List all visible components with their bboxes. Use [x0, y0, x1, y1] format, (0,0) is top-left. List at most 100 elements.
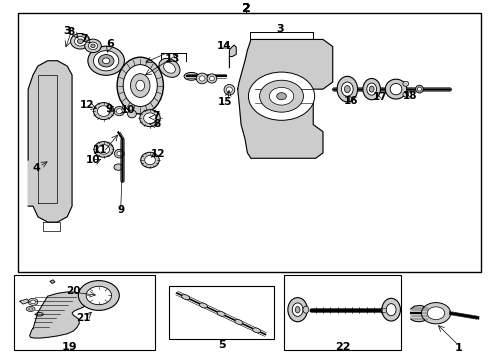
Polygon shape — [20, 299, 30, 304]
Ellipse shape — [184, 72, 199, 80]
Ellipse shape — [337, 76, 358, 102]
Text: 4: 4 — [32, 163, 40, 173]
Circle shape — [270, 87, 294, 105]
Polygon shape — [229, 45, 236, 68]
Text: 19: 19 — [62, 342, 77, 352]
Ellipse shape — [369, 86, 374, 92]
Polygon shape — [238, 40, 333, 158]
Bar — [14, 275, 155, 350]
Text: 11: 11 — [93, 145, 107, 156]
Ellipse shape — [295, 306, 300, 313]
Ellipse shape — [303, 306, 309, 313]
Ellipse shape — [136, 80, 145, 91]
Ellipse shape — [386, 303, 396, 316]
Bar — [284, 275, 401, 350]
Polygon shape — [30, 292, 88, 338]
Ellipse shape — [140, 110, 160, 127]
Ellipse shape — [98, 145, 110, 154]
Ellipse shape — [127, 110, 136, 118]
Polygon shape — [28, 61, 72, 222]
Text: 17: 17 — [373, 92, 388, 102]
Text: 8: 8 — [68, 27, 74, 37]
Text: 22: 22 — [335, 342, 350, 352]
Text: 2: 2 — [242, 3, 250, 15]
Bar — [19, 13, 481, 272]
Ellipse shape — [385, 79, 407, 99]
Ellipse shape — [209, 76, 214, 81]
Ellipse shape — [226, 87, 232, 93]
Ellipse shape — [141, 152, 159, 168]
Text: 9: 9 — [106, 104, 113, 114]
Ellipse shape — [403, 92, 409, 97]
Ellipse shape — [199, 303, 207, 308]
Circle shape — [260, 80, 303, 112]
Text: 2: 2 — [242, 3, 250, 15]
Ellipse shape — [26, 306, 35, 311]
Text: 21: 21 — [76, 313, 91, 323]
Ellipse shape — [182, 295, 190, 300]
Circle shape — [421, 303, 451, 324]
Ellipse shape — [288, 298, 307, 322]
Ellipse shape — [130, 74, 150, 98]
Ellipse shape — [94, 103, 114, 120]
Text: 5: 5 — [218, 340, 225, 350]
Ellipse shape — [390, 84, 402, 95]
Text: 9: 9 — [117, 206, 124, 215]
Text: 8: 8 — [154, 118, 161, 129]
Polygon shape — [411, 305, 429, 322]
Ellipse shape — [98, 54, 114, 67]
Ellipse shape — [292, 303, 303, 316]
Ellipse shape — [74, 36, 86, 46]
Circle shape — [28, 298, 38, 305]
Circle shape — [277, 93, 287, 100]
Ellipse shape — [164, 62, 175, 73]
Circle shape — [78, 280, 119, 310]
Text: 15: 15 — [218, 97, 233, 107]
Text: 3: 3 — [276, 24, 284, 34]
Ellipse shape — [342, 82, 353, 96]
Text: 12: 12 — [79, 100, 94, 111]
Ellipse shape — [367, 83, 376, 95]
Ellipse shape — [196, 73, 208, 84]
Ellipse shape — [77, 39, 83, 44]
Ellipse shape — [403, 81, 409, 86]
Text: 14: 14 — [217, 41, 232, 51]
Ellipse shape — [123, 65, 157, 107]
Ellipse shape — [71, 33, 90, 49]
Ellipse shape — [145, 156, 155, 165]
Text: 16: 16 — [344, 96, 359, 106]
Ellipse shape — [29, 308, 32, 310]
Ellipse shape — [159, 58, 180, 77]
Text: 10: 10 — [121, 105, 135, 116]
Text: 7: 7 — [153, 111, 160, 121]
Ellipse shape — [94, 51, 119, 71]
Circle shape — [248, 72, 315, 120]
Ellipse shape — [417, 87, 421, 91]
Ellipse shape — [114, 107, 124, 116]
Ellipse shape — [115, 149, 124, 158]
Ellipse shape — [88, 42, 98, 50]
Text: 12: 12 — [151, 149, 166, 159]
Ellipse shape — [85, 39, 101, 53]
Bar — [170, 286, 274, 339]
Ellipse shape — [98, 106, 110, 116]
Ellipse shape — [117, 57, 163, 114]
Ellipse shape — [416, 85, 423, 93]
Ellipse shape — [114, 164, 122, 170]
Polygon shape — [50, 280, 55, 283]
Ellipse shape — [144, 113, 156, 123]
Text: 7: 7 — [80, 34, 87, 44]
Ellipse shape — [102, 58, 110, 64]
Ellipse shape — [91, 44, 95, 48]
Ellipse shape — [217, 311, 225, 316]
Ellipse shape — [88, 46, 124, 75]
Ellipse shape — [224, 85, 235, 95]
Text: 3: 3 — [63, 26, 71, 36]
Text: 6: 6 — [107, 40, 115, 49]
Text: 18: 18 — [402, 91, 417, 101]
Text: 20: 20 — [66, 285, 81, 296]
Text: 13: 13 — [164, 54, 180, 64]
Ellipse shape — [235, 320, 243, 324]
Circle shape — [30, 300, 35, 303]
Ellipse shape — [199, 76, 205, 81]
